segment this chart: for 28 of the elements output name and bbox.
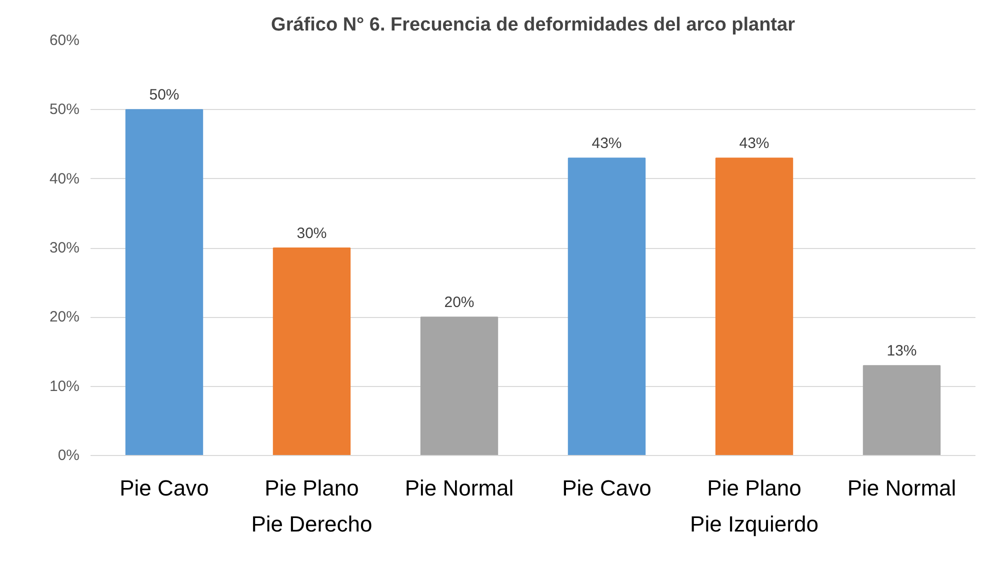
text: Pie Derecho	[251, 512, 372, 536]
bar	[272, 248, 351, 456]
x-tick-label: Pie Normal	[404, 476, 514, 500]
bar	[568, 158, 646, 456]
bar	[420, 316, 498, 456]
x-tick-label: Pie Normal	[847, 476, 956, 500]
y-tick-label: 50%	[49, 101, 80, 118]
text: Pie Izquierdo	[690, 512, 818, 536]
y-tick-label: 40%	[49, 170, 80, 188]
bar	[862, 365, 941, 456]
x-tick-label: Pie Plano	[707, 476, 802, 500]
data-label: 43%	[739, 135, 770, 152]
x-tick-label: Pie Cavo	[562, 476, 652, 500]
y-tick-label: 30%	[49, 240, 80, 256]
y-tick-label: 60%	[49, 32, 80, 49]
bar	[715, 158, 794, 456]
data-label: 20%	[444, 294, 474, 312]
bar	[125, 109, 204, 456]
y-tick-label: 10%	[49, 378, 80, 395]
data-label: 43%	[592, 135, 622, 152]
x-tick-label: Pie Plano	[264, 476, 359, 500]
y-tick-label: 0%	[58, 447, 80, 464]
data-label: 13%	[886, 342, 917, 360]
data-label: 50%	[149, 86, 180, 104]
data-label: 30%	[296, 225, 327, 242]
y-tick-label: 20%	[49, 308, 80, 326]
chart-title: Gráfico N° 6. Frecuencia de deformidades del arco plantar	[271, 14, 796, 36]
x-tick-label: Pie Cavo	[120, 476, 209, 500]
